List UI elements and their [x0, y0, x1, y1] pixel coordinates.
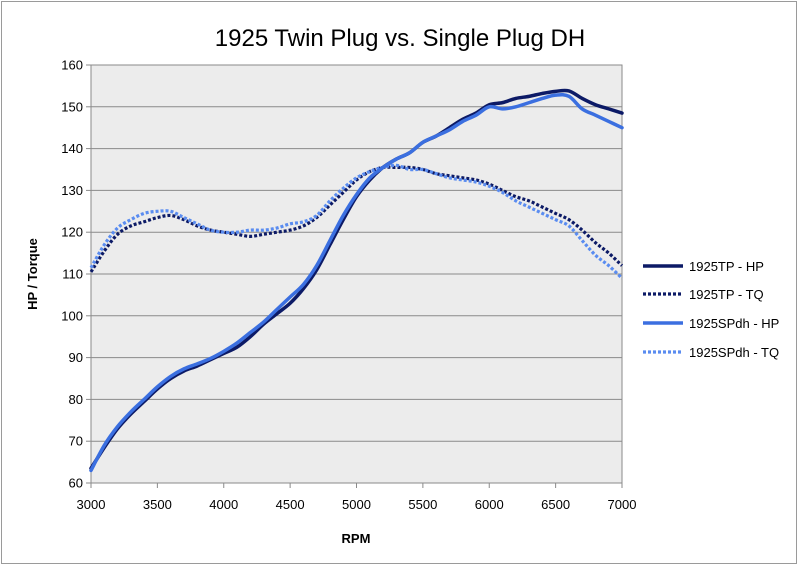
- y-tick-label: 130: [61, 183, 83, 198]
- x-tick-label: 5500: [408, 497, 437, 512]
- x-tick-label: 6000: [475, 497, 504, 512]
- x-tick-label: 4500: [276, 497, 305, 512]
- y-tick-label: 60: [69, 476, 83, 491]
- y-tick-label: 90: [69, 350, 83, 365]
- legend-label: 1925TP - TQ: [689, 287, 764, 302]
- x-tick-label: 3000: [77, 497, 106, 512]
- x-tick-label: 4000: [209, 497, 238, 512]
- y-tick-label: 150: [61, 99, 83, 114]
- legend-label: 1925TP - HP: [689, 259, 764, 274]
- x-axis-ticks: 3000 3500 4000 4500 5000 5500 6000 6500 7000: [77, 483, 637, 512]
- y-tick-label: 70: [69, 434, 83, 449]
- x-tick-label: 7000: [608, 497, 637, 512]
- x-axis-label: RPM: [342, 531, 371, 546]
- x-tick-label: 5000: [342, 497, 371, 512]
- x-tick-label: 3500: [143, 497, 172, 512]
- legend: 1925TP - HP 1925TP - TQ 1925SPdh - HP 1925S…: [643, 259, 779, 360]
- x-tick-label: 6500: [541, 497, 570, 512]
- y-axis-label: HP / Torque: [25, 238, 40, 310]
- legend-label: 1925SPdh - HP: [689, 316, 779, 331]
- y-axis-ticks: 60 70 80 90 100 110 120 130 140 150 160: [61, 58, 91, 491]
- chart-title: 1925 Twin Plug vs. Single Plug DH: [215, 25, 585, 52]
- y-tick-label: 110: [62, 267, 83, 282]
- y-tick-label: 140: [61, 141, 83, 156]
- series-line-1: [89, 165, 624, 273]
- series-line-3: [89, 163, 624, 280]
- y-tick-label: 160: [61, 58, 83, 73]
- series-line-2: [89, 92, 624, 473]
- series-layer: [89, 88, 624, 473]
- legend-label: 1925SPdh - TQ: [689, 345, 779, 360]
- y-tick-label: 120: [61, 225, 83, 240]
- y-tick-label: 100: [61, 308, 83, 323]
- gridlines: [91, 106, 622, 442]
- y-tick-label: 80: [69, 392, 83, 407]
